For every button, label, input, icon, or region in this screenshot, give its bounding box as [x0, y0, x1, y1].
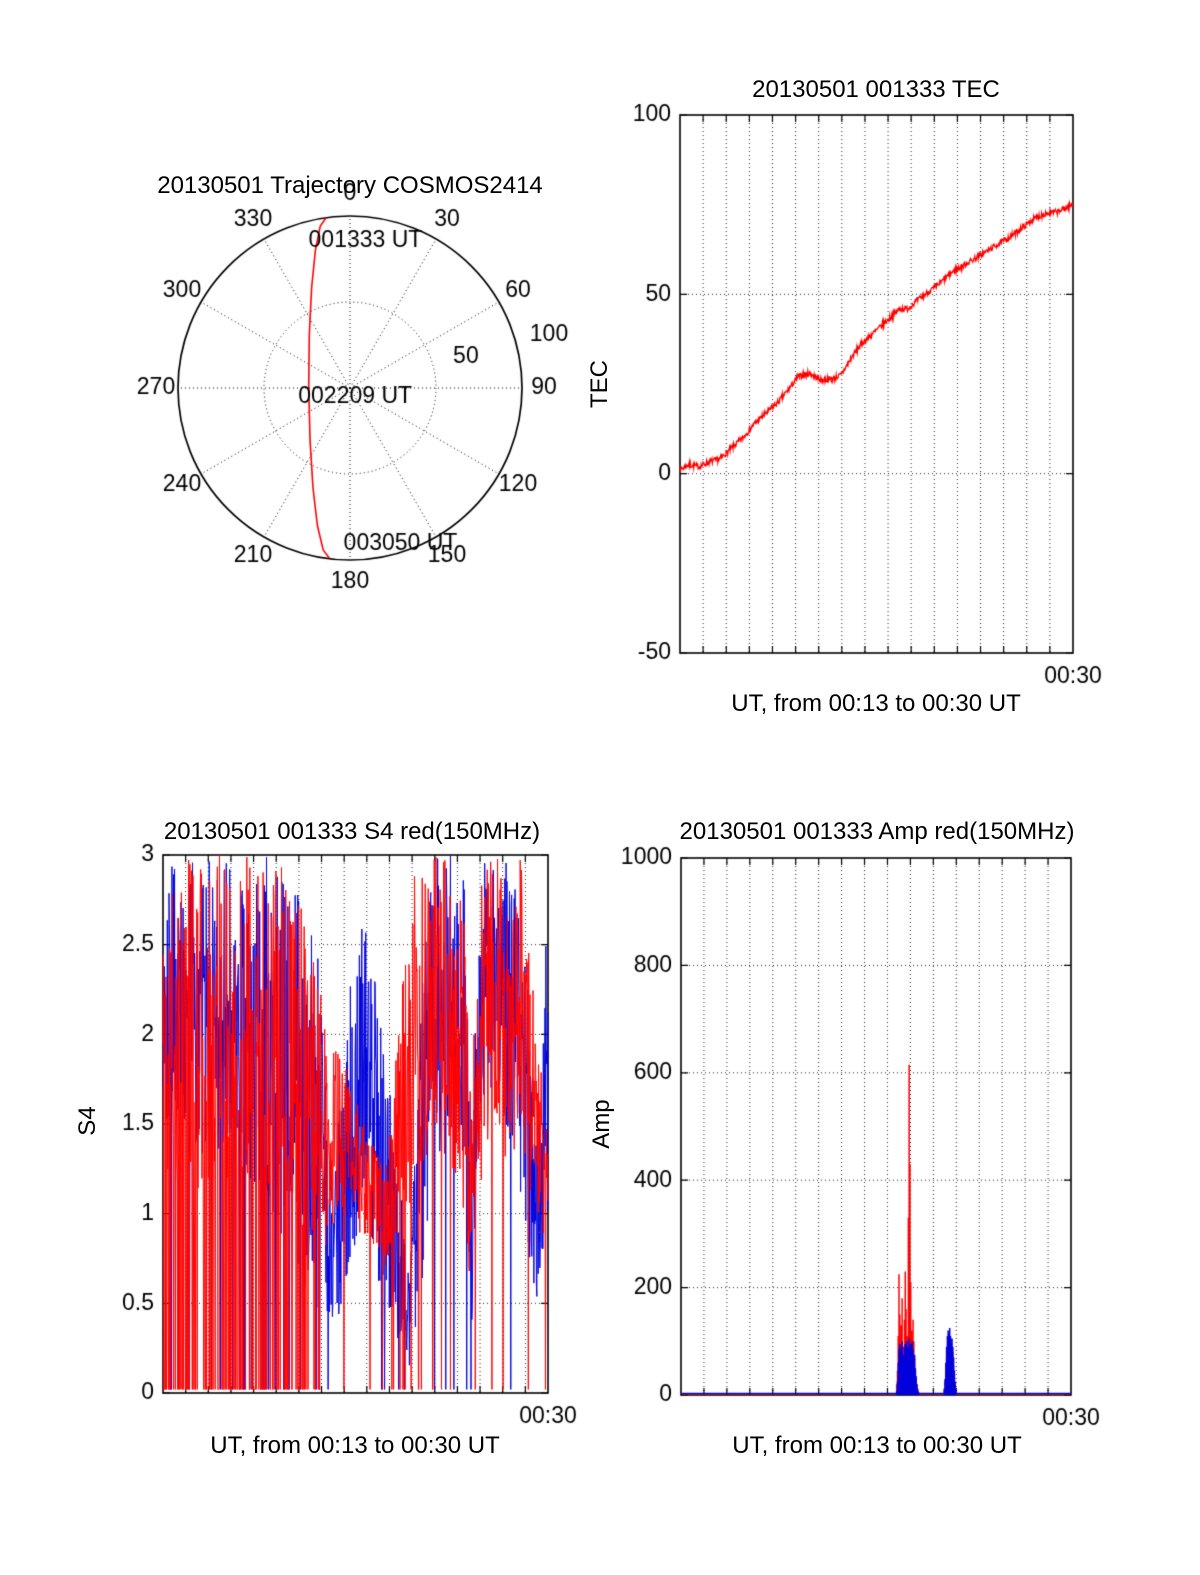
amp-x-axis-label: UT, from 00:13 to 00:30 UT [732, 1432, 1022, 1459]
tec-x-axis-label: UT, from 00:13 to 00:30 UT [731, 690, 1021, 717]
s4-x-axis-label: UT, from 00:13 to 00:30 UT [210, 1432, 500, 1459]
tec-chart-canvas [560, 70, 1120, 730]
trajectory-polar-canvas [92, 158, 612, 638]
amp-chart-canvas [580, 810, 1140, 1470]
s4-chart-canvas [60, 810, 620, 1470]
